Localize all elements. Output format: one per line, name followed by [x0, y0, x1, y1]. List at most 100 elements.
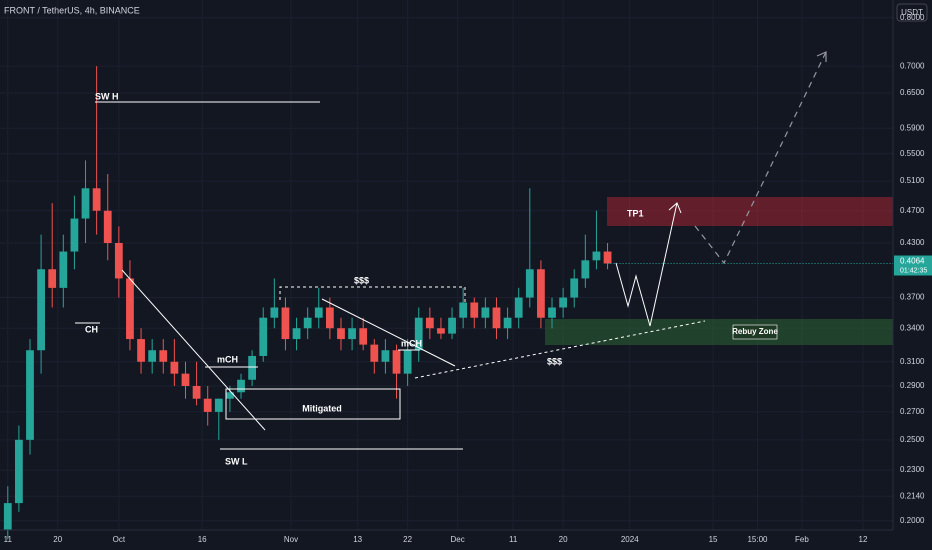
candle — [314, 287, 323, 329]
candle-body — [26, 350, 34, 440]
candle-body — [425, 317, 434, 329]
x-tick-label: 22 — [403, 535, 412, 544]
candle-body — [325, 307, 334, 329]
candle-body — [381, 350, 390, 362]
candle — [570, 269, 579, 308]
candle-body — [192, 385, 201, 399]
x-tick-label: 13 — [353, 535, 362, 544]
candle-body — [581, 260, 590, 279]
x-tick-label: 12 — [859, 535, 868, 544]
candle-body — [126, 278, 134, 340]
y-tick-label: 0.5900 — [900, 123, 925, 132]
x-tick-label: 2024 — [621, 535, 639, 544]
candle-body — [314, 307, 323, 318]
x-tick-label: Dec — [450, 535, 464, 544]
arrow-head — [816, 51, 827, 62]
candle — [48, 203, 57, 308]
candle — [448, 307, 456, 340]
candle — [248, 350, 257, 386]
last-price-box — [894, 255, 932, 276]
candle-body — [203, 398, 212, 412]
label-box — [732, 324, 778, 340]
candle-body — [348, 328, 356, 340]
candle-body — [603, 251, 612, 264]
candle-body — [281, 307, 290, 340]
candle-body — [81, 188, 90, 219]
y-tick-label: 0.3100 — [900, 357, 925, 366]
candle — [325, 297, 334, 340]
chart-title: FRONT / TetherUS, 4h, BINANCE — [4, 5, 140, 15]
candle-body — [48, 269, 57, 288]
annotation: CH — [85, 324, 98, 334]
candle-body — [37, 269, 45, 351]
annotation: SW L — [225, 456, 248, 466]
candle — [581, 234, 590, 288]
candle-body — [270, 307, 279, 318]
countdown: 01:42:35 — [900, 267, 927, 274]
drawings — [75, 51, 827, 450]
candle-body — [537, 269, 545, 318]
candle-body — [470, 302, 479, 318]
y-tick-label: 0.2000 — [900, 516, 925, 525]
candle — [281, 297, 290, 351]
candle-body — [481, 307, 490, 318]
tp-zone — [607, 197, 893, 226]
annotation: mCH — [217, 354, 238, 364]
candle — [92, 66, 101, 235]
candle — [81, 160, 90, 244]
mitigated-box — [225, 388, 401, 420]
candle-body — [403, 350, 412, 374]
candle-body — [392, 350, 401, 374]
candle-body — [114, 243, 123, 279]
liquidity-line — [279, 286, 466, 305]
candle — [214, 398, 223, 440]
grid — [0, 0, 893, 530]
candle — [126, 260, 134, 351]
candles — [3, 66, 612, 540]
candle — [481, 297, 490, 329]
y-tick-label: 0.7000 — [900, 61, 925, 70]
candle — [392, 344, 401, 399]
candle-body — [592, 251, 601, 261]
y-tick-label: 0.4300 — [900, 238, 925, 247]
candle — [37, 234, 45, 374]
annotation: Mitigated — [302, 403, 342, 413]
candle-body — [3, 503, 12, 530]
candle — [603, 243, 612, 270]
candle-body — [503, 317, 512, 329]
candle-body — [70, 218, 79, 252]
candle — [137, 328, 145, 374]
y-tick-label: 0.3700 — [900, 293, 925, 302]
candle-body — [492, 307, 501, 329]
candle-body — [148, 350, 157, 362]
candle — [114, 226, 123, 298]
candle — [337, 317, 345, 351]
x-tick-label: 15:00 — [747, 535, 768, 544]
candle — [470, 297, 479, 329]
x-tick-label: Nov — [284, 535, 298, 544]
candle-body — [548, 307, 556, 318]
candle — [425, 307, 434, 340]
candle — [259, 307, 268, 362]
candle — [192, 361, 201, 406]
candle — [203, 385, 212, 426]
candle-body — [337, 328, 345, 340]
candle-body — [137, 339, 145, 362]
candle-body — [92, 188, 101, 211]
last-price-label: 0.4064 — [900, 257, 925, 266]
x-tick-label: 20 — [559, 535, 568, 544]
candle — [59, 234, 68, 308]
candle-body — [237, 379, 245, 393]
x-tick-label: 11 — [509, 535, 518, 544]
candle — [14, 425, 23, 512]
candle-body — [525, 269, 534, 298]
candle — [537, 260, 545, 329]
projection-path — [615, 202, 678, 327]
y-tick-label: 0.2140 — [900, 491, 925, 500]
candle — [437, 317, 445, 340]
candle — [459, 287, 468, 329]
axis-labels: 0.2000 0.2140 0.2300 0.2500 0.2700 0.2900 0.31… — [4, 13, 925, 544]
candle — [159, 339, 168, 374]
